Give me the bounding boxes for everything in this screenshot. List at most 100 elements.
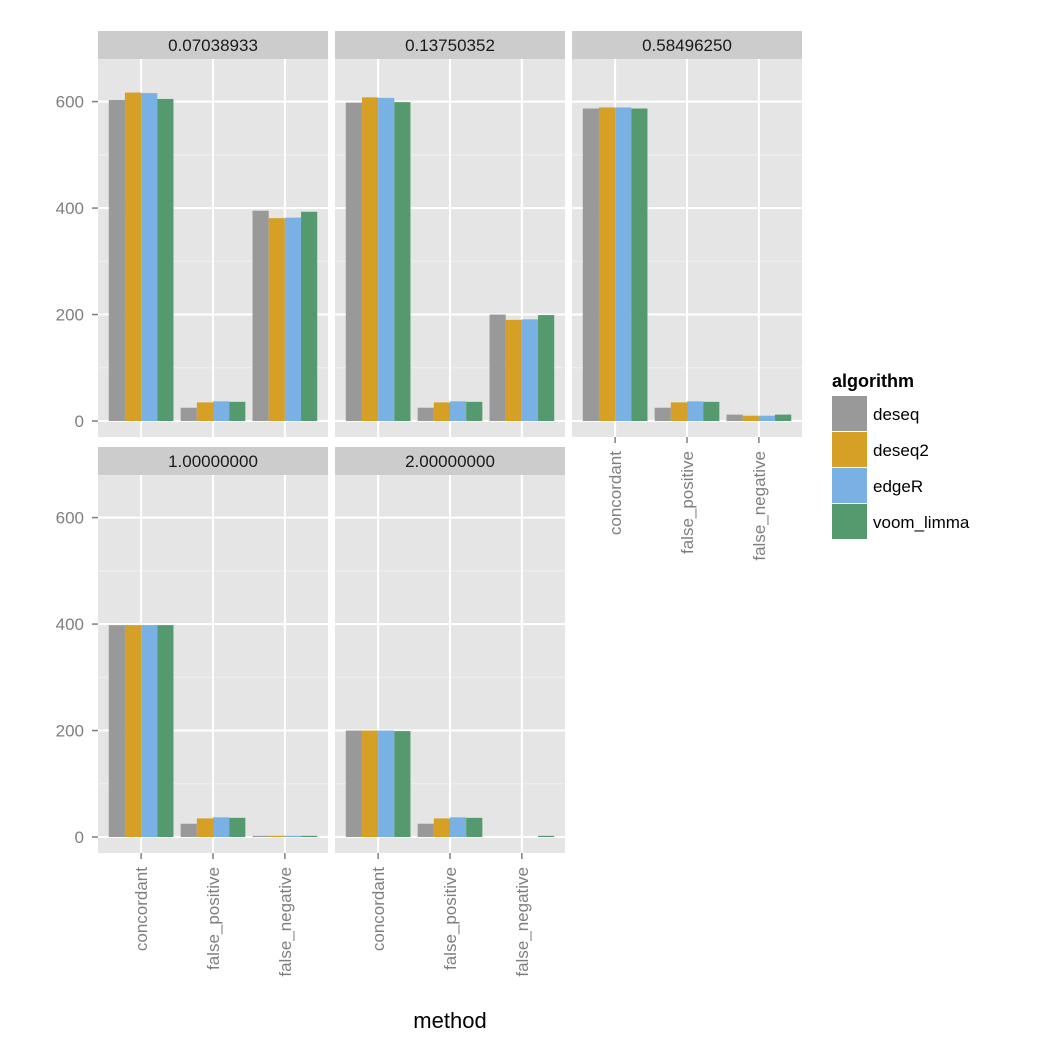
bar-deseq-false_negative [726, 414, 743, 422]
bar-deseq-false_negative [252, 835, 269, 838]
legend-key-deseq [832, 396, 867, 431]
bar-deseq2-concordant [361, 730, 379, 838]
legend-key-edgeR [832, 468, 867, 503]
bar-deseq-false_positive [417, 407, 434, 422]
bar-edgeR-concordant [141, 625, 158, 838]
bar-voom_limma-false_positive [466, 817, 483, 838]
bar-deseq2-false_negative [268, 835, 285, 838]
bar-deseq2-false_negative [505, 319, 522, 422]
facet-panel: 0.07038933 0 200 400 600 [56, 31, 328, 437]
x-tick-label: false_positive [204, 867, 223, 970]
x-tick-label: false_negative [750, 451, 769, 561]
bar-deseq2-concordant [124, 625, 142, 838]
legend-key-deseq2 [832, 432, 867, 467]
bar-edgeR-false_negative [521, 319, 539, 422]
x-tick-label: false_positive [441, 867, 460, 970]
bar-deseq-concordant [582, 108, 599, 422]
y-tick-label: 400 [56, 615, 84, 634]
bar-deseq2-false_positive [196, 402, 213, 422]
facet-label: 0.07038933 [168, 36, 258, 55]
legend-label: deseq2 [873, 441, 929, 460]
bar-voom_limma-false_negative [301, 211, 318, 422]
legend-label: voom_limma [873, 513, 970, 532]
bar-edgeR-concordant [378, 97, 395, 422]
bar-deseq-false_positive [654, 407, 671, 422]
facet-label: 2.00000000 [405, 452, 495, 471]
legend: algorithm deseq deseq2 edgeR voom_limma [832, 371, 970, 539]
x-tick-label: concordant [606, 451, 625, 535]
bar-deseq-false_negative [252, 210, 269, 422]
facet-strip [572, 31, 802, 59]
y-tick-label: 400 [56, 199, 84, 218]
bar-voom_limma-concordant [157, 98, 174, 422]
bar-voom_limma-false_positive [703, 401, 720, 422]
bar-deseq-false_positive [417, 823, 434, 838]
facet-label: 0.13750352 [405, 36, 495, 55]
bar-deseq-false_positive [180, 823, 197, 838]
bar-edgeR-concordant [378, 730, 395, 838]
y-tick-label: 0 [75, 412, 84, 431]
x-tick-label: concordant [132, 867, 151, 951]
bar-edgeR-false_positive [213, 817, 230, 838]
y-tick-label: 600 [56, 509, 84, 528]
legend-label: edgeR [873, 477, 923, 496]
bar-voom_limma-false_negative [538, 315, 555, 422]
bar-edgeR-concordant [615, 107, 632, 422]
facet-panel: 2.00000000 concordant false_positive false_… [335, 447, 565, 977]
bar-deseq2-false_positive [196, 818, 213, 838]
legend-label: deseq [873, 405, 919, 424]
bar-deseq2-concordant [598, 107, 616, 422]
bar-deseq-concordant [108, 99, 125, 422]
facet-label: 0.58496250 [642, 36, 732, 55]
bar-voom_limma-false_positive [229, 817, 246, 838]
bar-voom_limma-false_positive [466, 401, 483, 422]
bar-voom_limma-concordant [394, 102, 411, 422]
bar-voom_limma-false_negative [538, 835, 555, 838]
x-tick-label: concordant [369, 867, 388, 951]
bar-edgeR-false_negative [284, 217, 302, 422]
bar-deseq-false_negative [489, 314, 506, 422]
bar-deseq2-false_positive [433, 402, 450, 422]
bar-edgeR-false_positive [213, 401, 230, 422]
bar-edgeR-false_negative [758, 415, 776, 422]
facet-panel: 0.58496250 concordant false_positive false_… [572, 31, 802, 561]
bar-deseq2-false_negative [268, 218, 285, 422]
bar-voom_limma-concordant [157, 625, 174, 838]
facet-strip [98, 447, 328, 475]
facet-panel: 1.00000000 0 200 400 600 concordant false_posi… [56, 447, 328, 977]
facet-strip [98, 31, 328, 59]
y-tick-label: 600 [56, 93, 84, 112]
bar-voom_limma-concordant [394, 731, 411, 838]
legend-title: algorithm [832, 371, 914, 391]
bar-edgeR-concordant [141, 93, 158, 422]
bar-deseq-concordant [108, 625, 125, 838]
bar-deseq2-concordant [124, 92, 142, 422]
bar-edgeR-false_positive [450, 401, 467, 422]
x-axis-title: method [413, 1008, 486, 1033]
facet-strip [335, 447, 565, 475]
x-tick-label: false_negative [276, 867, 295, 977]
bar-deseq2-false_positive [433, 818, 450, 838]
bar-voom_limma-false_negative [301, 835, 318, 838]
bar-edgeR-false_positive [687, 401, 704, 422]
x-tick-label: false_positive [678, 451, 697, 554]
bar-deseq-concordant [345, 730, 362, 838]
bar-deseq-concordant [345, 102, 362, 422]
bar-voom_limma-false_positive [229, 401, 246, 422]
bar-edgeR-false_negative [284, 835, 302, 838]
legend-key-voom_limma [832, 504, 867, 539]
x-tick-label: false_negative [513, 867, 532, 977]
facet-label: 1.00000000 [168, 452, 258, 471]
bar-deseq2-false_positive [670, 402, 687, 422]
panels-layer: 0.07038933 0 200 400 600 0.13750352 0.58496250… [56, 31, 802, 977]
bar-deseq2-false_negative [742, 415, 759, 422]
facet-strip [335, 31, 565, 59]
y-tick-label: 200 [56, 722, 84, 741]
bar-deseq2-concordant [361, 97, 379, 422]
y-tick-label: 200 [56, 306, 84, 325]
facet-panel: 0.13750352 [335, 31, 565, 437]
bar-edgeR-false_positive [450, 817, 467, 838]
bar-voom_limma-false_negative [775, 414, 792, 422]
y-tick-label: 0 [75, 828, 84, 847]
